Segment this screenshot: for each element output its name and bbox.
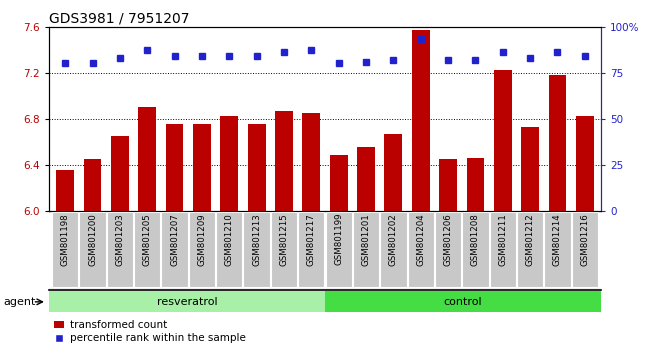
Text: GSM801201: GSM801201	[361, 213, 370, 266]
Text: GSM801214: GSM801214	[553, 213, 562, 266]
Text: GSM801198: GSM801198	[60, 213, 70, 266]
FancyBboxPatch shape	[353, 212, 379, 287]
FancyBboxPatch shape	[435, 212, 462, 287]
FancyBboxPatch shape	[244, 212, 270, 287]
Text: GSM801208: GSM801208	[471, 213, 480, 266]
Text: GSM801199: GSM801199	[334, 213, 343, 266]
Text: control: control	[444, 297, 482, 307]
Bar	[325, 291, 601, 312]
Bar	[576, 116, 593, 211]
Bar	[385, 133, 402, 211]
FancyBboxPatch shape	[79, 212, 106, 287]
Text: GSM801209: GSM801209	[198, 213, 207, 266]
Bar	[521, 127, 539, 211]
Text: GSM801215: GSM801215	[280, 213, 289, 266]
Bar	[193, 124, 211, 211]
Text: GSM801212: GSM801212	[526, 213, 535, 266]
Text: GSM801200: GSM801200	[88, 213, 97, 266]
FancyBboxPatch shape	[216, 212, 242, 287]
Bar	[57, 170, 74, 211]
Bar	[467, 158, 484, 211]
FancyBboxPatch shape	[380, 212, 406, 287]
Text: GDS3981 / 7951207: GDS3981 / 7951207	[49, 11, 189, 25]
Bar	[330, 155, 348, 211]
Text: GSM801216: GSM801216	[580, 213, 590, 266]
Bar	[111, 136, 129, 211]
FancyBboxPatch shape	[188, 212, 215, 287]
FancyBboxPatch shape	[326, 212, 352, 287]
FancyBboxPatch shape	[517, 212, 543, 287]
Text: GSM801207: GSM801207	[170, 213, 179, 266]
Text: GSM801217: GSM801217	[307, 213, 316, 266]
FancyBboxPatch shape	[107, 212, 133, 287]
FancyBboxPatch shape	[462, 212, 489, 287]
Bar	[412, 30, 430, 211]
Text: resveratrol: resveratrol	[157, 297, 217, 307]
Text: GSM801206: GSM801206	[443, 213, 452, 266]
FancyBboxPatch shape	[572, 212, 598, 287]
FancyBboxPatch shape	[489, 212, 516, 287]
Text: GSM801213: GSM801213	[252, 213, 261, 266]
Bar	[494, 70, 512, 211]
Bar	[439, 159, 457, 211]
Text: GSM801210: GSM801210	[225, 213, 234, 266]
FancyBboxPatch shape	[161, 212, 188, 287]
FancyBboxPatch shape	[52, 212, 78, 287]
FancyBboxPatch shape	[544, 212, 571, 287]
Bar	[248, 124, 265, 211]
Legend: transformed count, percentile rank within the sample: transformed count, percentile rank withi…	[54, 320, 246, 343]
Bar	[166, 124, 183, 211]
FancyBboxPatch shape	[271, 212, 297, 287]
Bar	[138, 107, 156, 211]
FancyBboxPatch shape	[408, 212, 434, 287]
Text: GSM801202: GSM801202	[389, 213, 398, 266]
Bar	[220, 116, 238, 211]
Bar	[275, 110, 293, 211]
Text: GSM801204: GSM801204	[416, 213, 425, 266]
Text: GSM801205: GSM801205	[143, 213, 151, 266]
Bar	[49, 291, 325, 312]
FancyBboxPatch shape	[134, 212, 161, 287]
Bar	[549, 75, 566, 211]
Bar	[84, 159, 101, 211]
Text: agent: agent	[3, 297, 36, 307]
FancyBboxPatch shape	[298, 212, 324, 287]
Bar	[357, 147, 375, 211]
Text: GSM801211: GSM801211	[499, 213, 507, 266]
Bar	[302, 113, 320, 211]
Text: GSM801203: GSM801203	[115, 213, 124, 266]
